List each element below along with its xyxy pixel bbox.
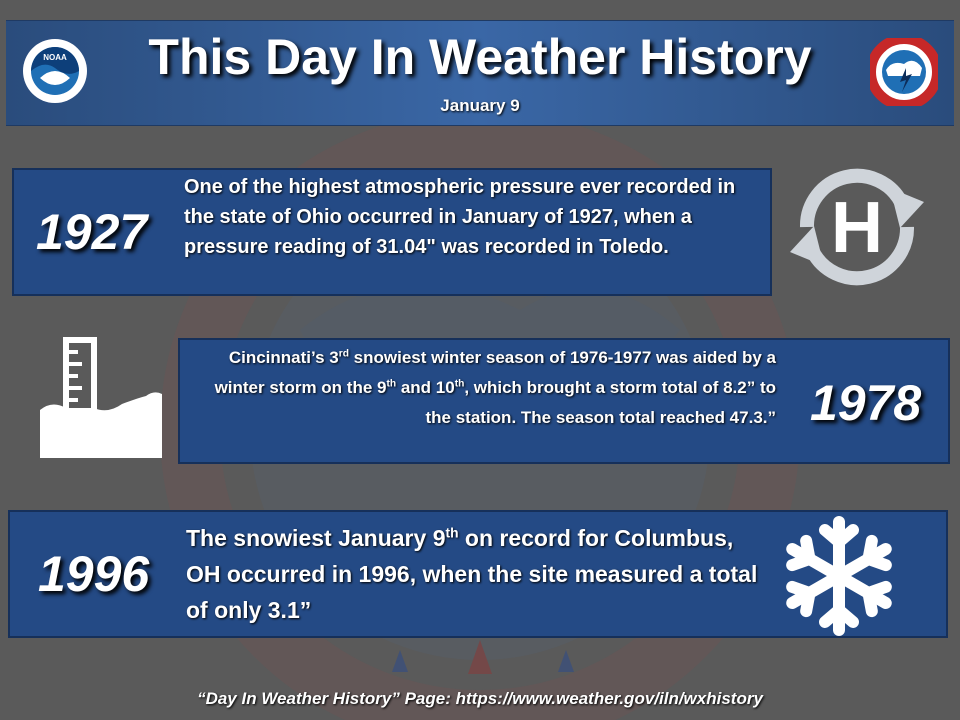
high-pressure-icon: H [790,168,924,286]
svg-text:NOAA: NOAA [43,53,67,62]
event-text-1927: One of the highest atmospheric pressure … [184,176,736,258]
svg-text:H: H [831,188,883,268]
page-title: This Day In Weather History [148,29,812,85]
event-year-1996: 1996 [38,546,150,602]
page-date: January 9 [440,96,520,115]
event-year-1978: 1978 [810,375,922,431]
event-panel-1996 [8,510,948,638]
event-year-1927: 1927 [36,204,148,260]
event-panel-1978 [178,338,950,464]
snowflake-icon [776,516,902,638]
noaa-logo-icon: NOAA [23,39,87,103]
nws-logo-icon [870,38,938,106]
snow-gauge-icon [40,337,162,458]
event-panel-1927 [12,168,772,296]
footer-link-text: “Day In Weather History” Page: https://w… [197,689,763,708]
header-banner [6,20,954,126]
event-text-1996: The snowiest January 9th on record for C… [186,525,758,623]
event-text-1978: Cincinnati’s 3rd snowiest winter season … [214,348,776,427]
